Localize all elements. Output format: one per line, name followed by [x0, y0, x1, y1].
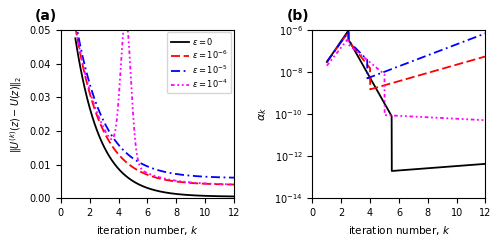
$\varepsilon = 10^{-4}$ [196, 182, 202, 184]
Legend: $\varepsilon = 0$, $\varepsilon = 10^{-6}$, $\varepsilon = 10^{-5}$, $\varepsilo: $\varepsilon = 0$, $\varepsilon = 10^{-6… [167, 32, 232, 94]
$\varepsilon = 10^{-4}$ [182, 180, 188, 183]
$\varepsilon = 10^{-5}$ [72, 18, 78, 21]
Line: $\varepsilon = 10^{-6}$: $\varepsilon = 10^{-6}$ [76, 26, 234, 184]
$\varepsilon = 10^{-5}$ [182, 173, 188, 176]
Text: (a): (a) [35, 9, 58, 23]
$\varepsilon = 10^{-4}$ [142, 171, 148, 174]
$\varepsilon = 0$ [88, 113, 94, 116]
$\varepsilon = 10^{-6}$ [136, 170, 142, 173]
$\varepsilon = 0$ [142, 186, 148, 189]
Line: $\varepsilon = 0$: $\varepsilon = 0$ [76, 38, 234, 196]
$\varepsilon = 10^{-5}$ [199, 175, 205, 178]
$\varepsilon = 10^{-6}$ [196, 182, 202, 185]
Line: $\varepsilon = 10^{-4}$: $\varepsilon = 10^{-4}$ [76, 18, 234, 184]
$\varepsilon = 10^{-6}$ [72, 25, 78, 28]
X-axis label: iteration number, $k$: iteration number, $k$ [96, 224, 198, 237]
$\varepsilon = 0$ [136, 183, 142, 186]
$\varepsilon = 10^{-5}$ [231, 176, 237, 179]
$\varepsilon = 10^{-6}$ [182, 181, 188, 184]
Y-axis label: $\alpha_k$: $\alpha_k$ [257, 107, 268, 121]
$\varepsilon = 10^{-6}$ [199, 182, 205, 185]
Y-axis label: $\| U^{(k)}(z) - U(z) \|_2$: $\| U^{(k)}(z) - U(z) \|_2$ [8, 75, 24, 153]
$\varepsilon = 10^{-4}$ [72, 25, 78, 28]
X-axis label: iteration number, $k$: iteration number, $k$ [348, 224, 450, 237]
$\varepsilon = 10^{-6}$ [88, 98, 94, 101]
$\varepsilon = 0$ [231, 195, 237, 198]
$\varepsilon = 10^{-4}$ [136, 164, 142, 167]
$\varepsilon = 10^{-6}$ [142, 172, 148, 175]
$\varepsilon = 10^{-5}$ [196, 175, 202, 178]
$\varepsilon = 0$ [72, 37, 78, 40]
$\varepsilon = 0$ [182, 193, 188, 196]
Text: (b): (b) [286, 9, 309, 23]
$\varepsilon = 0$ [199, 194, 205, 197]
$\varepsilon = 10^{-6}$ [231, 183, 237, 186]
$\varepsilon = 10^{-4}$ [122, 16, 128, 19]
$\varepsilon = 10^{-5}$ [88, 88, 94, 91]
$\varepsilon = 10^{-4}$ [199, 182, 205, 185]
$\varepsilon = 10^{-5}$ [136, 161, 142, 164]
$\varepsilon = 10^{-4}$ [231, 183, 237, 186]
Line: $\varepsilon = 10^{-5}$: $\varepsilon = 10^{-5}$ [76, 20, 234, 178]
$\varepsilon = 0$ [196, 194, 202, 197]
$\varepsilon = 10^{-4}$ [88, 95, 94, 98]
$\varepsilon = 10^{-5}$ [142, 164, 148, 167]
